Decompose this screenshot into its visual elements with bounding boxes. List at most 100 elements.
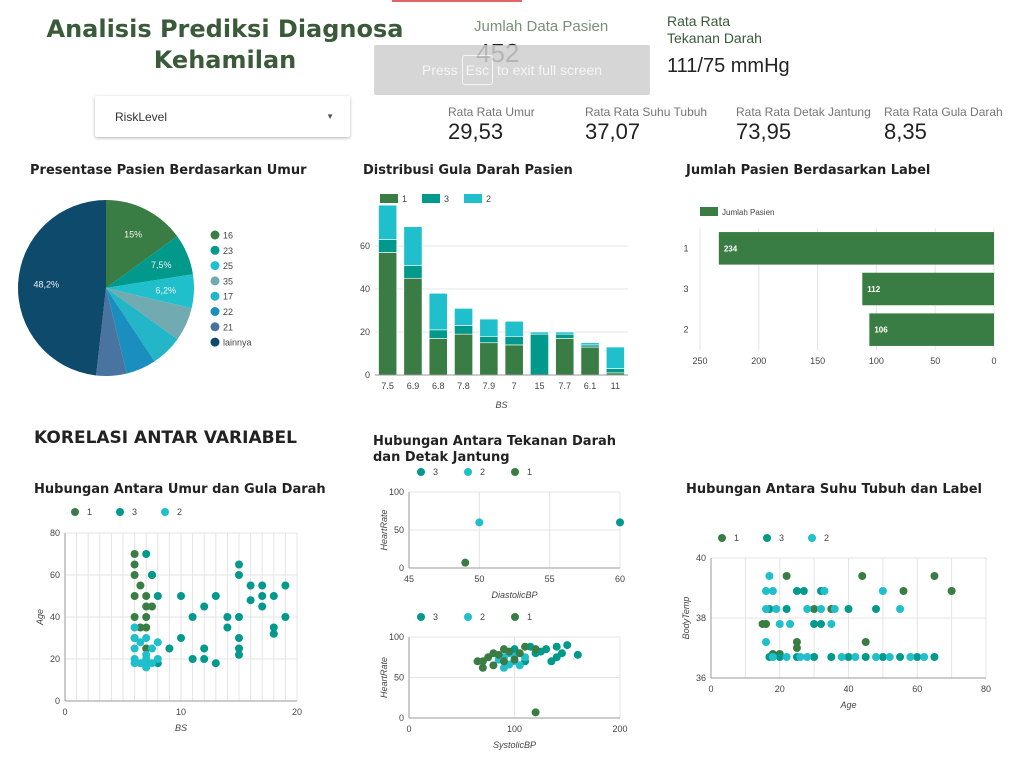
scatter-point xyxy=(792,587,801,595)
scatter-point xyxy=(475,518,484,527)
legend-label: 2 xyxy=(480,467,485,477)
scatter-point xyxy=(130,571,139,579)
scatter-point xyxy=(782,572,791,580)
y-tick-label: 1 xyxy=(683,243,688,253)
legend-label: 22 xyxy=(223,307,233,317)
y-tick-label: 0 xyxy=(55,696,60,706)
scatter-point xyxy=(130,634,139,642)
scatter-point xyxy=(142,623,151,632)
esc-key-badge: Esc xyxy=(461,55,494,85)
bar-value-label: 112 xyxy=(867,285,880,294)
x-tick-label: 60 xyxy=(615,574,625,584)
x-tick-label: 11 xyxy=(611,381,620,391)
bar-segment xyxy=(403,226,423,266)
scatter-point xyxy=(772,605,781,613)
scatter-point xyxy=(810,653,819,661)
scatter-point xyxy=(130,560,139,569)
legend-swatch xyxy=(511,468,519,476)
scatter-point xyxy=(913,653,922,661)
bar xyxy=(869,313,994,346)
scatter-point xyxy=(258,602,267,611)
chart-title-gula: Distribusi Gula Darah Pasien xyxy=(363,163,573,178)
scatter-point xyxy=(552,642,561,651)
chart-title-pie: Presentase Pasien Berdasarkan Umur xyxy=(30,163,307,178)
scatter-point xyxy=(188,613,197,621)
scatter-point xyxy=(515,649,524,658)
scatter-point xyxy=(142,602,151,611)
y-axis-title: HeartRate xyxy=(379,509,389,550)
section-title-korelasi: KORELASI ANTAR VARIABEL xyxy=(34,428,298,448)
scatter-point xyxy=(142,613,151,621)
scorecard-label: Rata Rata Umur xyxy=(448,105,535,119)
y-axis-title: Age xyxy=(35,609,45,626)
scatter-point xyxy=(762,605,770,613)
pie-slice xyxy=(106,288,192,340)
scatter-point xyxy=(810,620,819,628)
legend-swatch xyxy=(700,207,718,216)
x-tick-label: 50 xyxy=(474,574,484,584)
bar xyxy=(862,272,994,306)
legend-swatch xyxy=(718,534,726,542)
x-tick-label: 150 xyxy=(810,356,825,366)
bar-segment xyxy=(454,325,473,335)
pie-slice xyxy=(106,274,194,309)
x-tick-label: 200 xyxy=(751,356,766,366)
scatter-point xyxy=(899,587,908,595)
scatter-point xyxy=(235,650,243,659)
y-tick-label: 20 xyxy=(360,327,370,337)
bar-segment xyxy=(479,342,499,376)
bar-segment xyxy=(403,277,423,376)
x-axis-title: BS xyxy=(495,400,507,410)
scatter-point xyxy=(269,592,278,600)
x-tick-label: 7 xyxy=(512,381,517,391)
scatter-point xyxy=(762,638,770,646)
scatter-point xyxy=(281,613,290,621)
scorecard-gula: Rata Rata Gula Darah 8,35 xyxy=(884,105,1003,145)
scatter-point xyxy=(148,571,156,579)
legend-label: 3 xyxy=(132,507,137,517)
scatter-point xyxy=(851,653,860,661)
scatter-point xyxy=(505,647,514,656)
chart-title-suhu-label: Hubungan Antara Suhu Tubuh dan Label xyxy=(686,482,983,497)
legend-swatch xyxy=(464,194,482,203)
scatter-point xyxy=(786,620,795,628)
x-tick-label: 0 xyxy=(406,724,411,734)
pie-slice xyxy=(106,236,193,288)
bar-segment xyxy=(428,338,448,376)
scatter-point xyxy=(177,634,185,642)
y-tick-label: 3 xyxy=(683,284,688,294)
scatter-point xyxy=(547,657,556,666)
scatter-point xyxy=(885,653,894,661)
bar-segment xyxy=(378,239,398,253)
scorecard-value: 73,95 xyxy=(736,119,792,144)
y-axis-title: BodyTemp xyxy=(681,597,691,640)
scatter-point xyxy=(148,602,156,611)
scatter-point xyxy=(861,653,870,661)
scatter-point xyxy=(775,653,784,661)
risklevel-dropdown[interactable]: RiskLevel ▼ xyxy=(95,96,350,137)
y-tick-label: 0 xyxy=(399,713,404,723)
scatter-point xyxy=(130,659,139,668)
x-tick-label: 7.7 xyxy=(558,381,571,391)
y-tick-label: 100 xyxy=(389,487,404,497)
scatter-point xyxy=(765,572,774,580)
scatter-point xyxy=(246,596,255,605)
scatter-point xyxy=(211,659,220,668)
scatter-point xyxy=(758,620,767,628)
toast-rest-text: to exit full screen xyxy=(497,62,603,78)
scorecard-label: Rata Rata Gula Darah xyxy=(884,105,1003,119)
scatter-point xyxy=(792,644,801,652)
bar-segment xyxy=(530,333,549,376)
x-axis-title: BS xyxy=(175,723,187,733)
x-tick-label: 40 xyxy=(843,684,853,694)
bar-segment xyxy=(555,331,575,335)
bar-segment xyxy=(378,252,398,376)
pie-slice-label: 6,2% xyxy=(156,285,177,295)
scatter-point xyxy=(803,605,812,613)
scorecard-value: 111/75 mmHg xyxy=(667,55,790,77)
scatter-umur-gula: 0 20 40 60 80 0 10 20 1 3 2 BS Age xyxy=(35,507,302,733)
x-tick-label: 6.1 xyxy=(584,381,597,391)
scatter-point xyxy=(861,638,870,646)
bar-segment xyxy=(479,336,499,344)
bar-segment xyxy=(479,318,499,337)
